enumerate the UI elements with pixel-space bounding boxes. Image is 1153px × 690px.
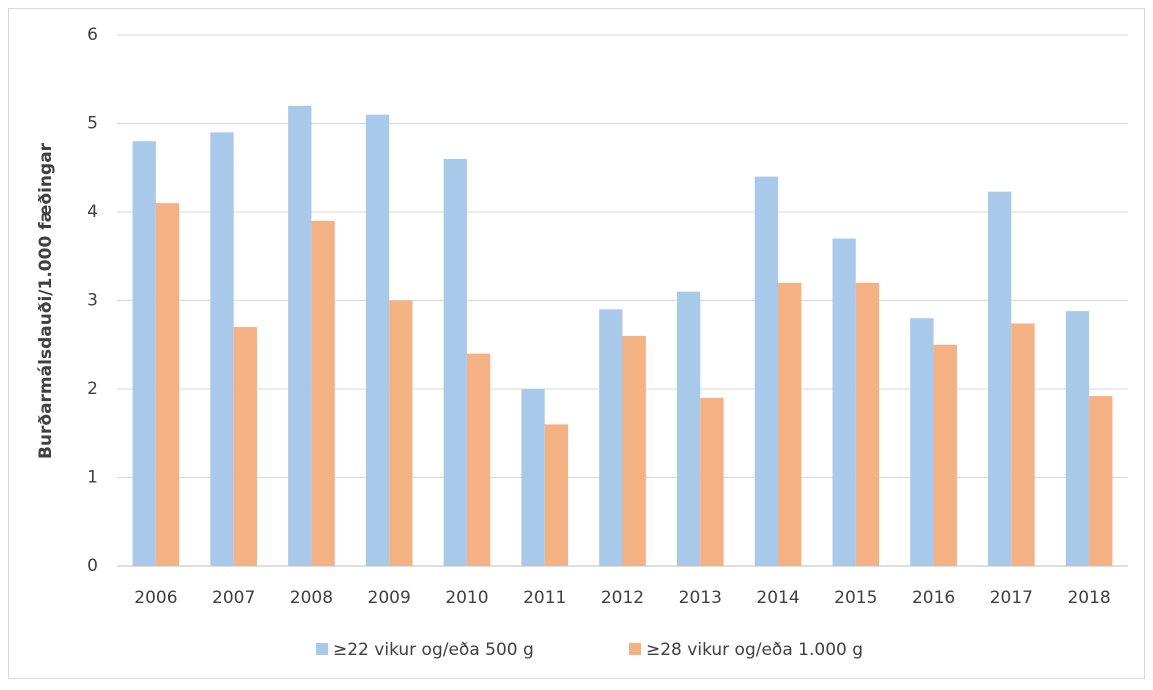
x-tick-label: 2017 [990,588,1033,608]
legend-swatch [316,643,328,655]
legend-label: ≥22 vikur og/eða 500 g [333,640,534,660]
bar [832,238,856,567]
x-tick-label: 2009 [368,588,411,608]
y-tick-label: 5 [87,114,98,134]
x-tick-label: 2007 [212,588,255,608]
bar [233,327,257,566]
bar [1011,323,1035,566]
x-tick-label: 2006 [134,588,177,608]
bar [933,344,957,566]
y-tick-label: 1 [87,468,98,488]
bar [988,191,1012,566]
x-tick-label: 2018 [1067,588,1110,608]
bar [466,353,491,566]
x-tick-label: 2014 [756,588,799,608]
bar [389,300,413,566]
bar [1065,311,1090,566]
y-tick-label: 3 [87,291,98,311]
bar [311,220,335,566]
x-tick-label: 2015 [834,588,877,608]
bar [443,158,467,566]
chart-border [8,8,1145,679]
legend-swatch [629,643,641,655]
bar [1089,396,1113,566]
bar [855,282,880,566]
bar [544,424,569,566]
x-tick-label: 2016 [912,588,955,608]
bar [210,132,234,566]
bar [700,397,724,566]
bar [288,105,312,567]
bar [155,203,180,566]
y-axis-title: Burðarmálsdauði/1.000 fæðingar [36,142,56,459]
y-tick-label: 0 [87,556,98,576]
x-tick-label: 2010 [445,588,488,608]
bar [132,141,156,566]
x-tick-label: 2013 [679,588,722,608]
bar [365,114,390,567]
legend-label: ≥28 vikur og/eða 1.000 g [646,640,863,660]
bar [676,291,701,566]
x-tick-label: 2008 [290,588,333,608]
bar [521,389,545,566]
y-tick-label: 2 [87,379,98,399]
bar [622,335,646,566]
x-tick-label: 2012 [601,588,644,608]
x-tick-label: 2011 [523,588,566,608]
y-tick-label: 6 [87,25,98,45]
bar [778,282,802,566]
bar [754,176,779,566]
y-tick-label: 4 [87,202,98,222]
bar [599,309,623,566]
bar [910,318,934,566]
